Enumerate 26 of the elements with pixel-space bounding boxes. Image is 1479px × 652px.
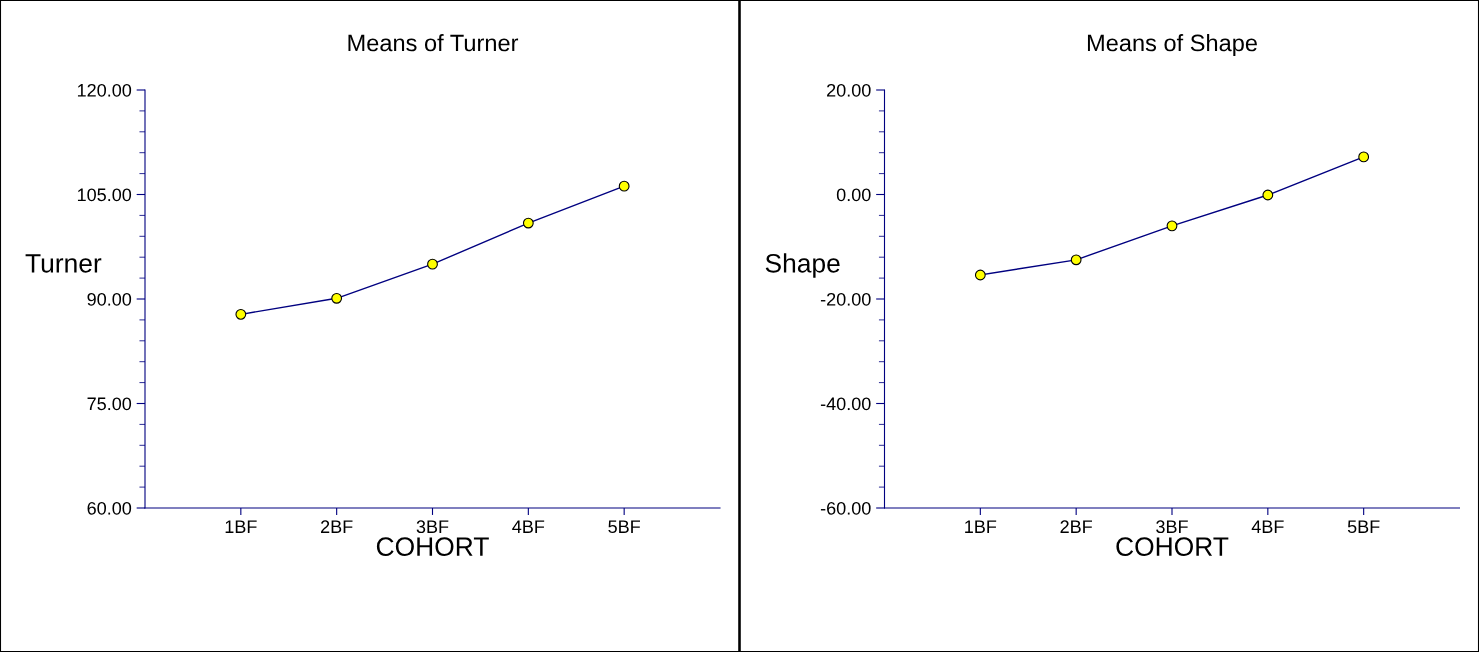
y-axis-title: Turner [25,254,102,273]
x-tick-label: 2BF [1060,520,1092,533]
y-tick-label: 60.00 [87,501,132,515]
x-tick-label: 4BF [1251,520,1284,533]
y-tick-label: -60.00 [820,501,871,515]
x-tick-label: 2BF [321,520,353,533]
y-tick-label: -40.00 [820,397,871,411]
x-axis-title: COHORT [1116,537,1229,557]
x-tick-label: 3BF [416,520,449,534]
x-tick-label: 5BF [608,520,640,534]
x-tick-label: 4BF [512,520,545,533]
y-tick-label: 120.00 [77,83,132,97]
x-axis-title: COHORT [376,537,489,557]
y-axis-title: Shape [765,253,840,278]
y-tick-label: -20.00 [820,292,871,306]
y-tick-label: 0.00 [836,188,871,202]
x-tick-label: 5BF [1347,520,1380,534]
x-tick-label: 1BF [225,520,257,533]
y-tick-label: 105.00 [77,188,132,202]
chart-title: Means of Turner [348,34,519,52]
y-tick-label: 90.00 [87,292,132,306]
chart-title: Means of Shape [1087,34,1257,57]
y-tick-label: 75.00 [87,397,132,411]
x-tick-label: 3BF [1156,520,1188,534]
y-tick-label: 20.00 [827,83,871,97]
x-tick-label: 1BF [965,520,997,533]
